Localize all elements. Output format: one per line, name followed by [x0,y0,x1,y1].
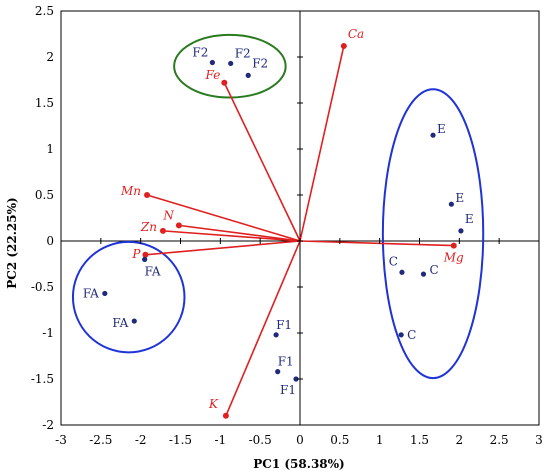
score-point [131,318,137,324]
y-tick-label: 2 [46,50,54,64]
loading-label: Mn [120,184,141,198]
score-label: F2 [192,46,208,60]
x-tick-label: 0.5 [330,433,349,447]
loading-endpoint [450,242,457,249]
x-axis-title: PC1 (58.38%) [253,457,344,471]
x-tick-label: -1.5 [169,433,192,447]
loading-vector [145,240,301,256]
loading-endpoint [175,222,182,229]
score-point [398,332,404,338]
group-ellipse [173,33,287,99]
score-point [293,376,299,382]
score-label: E [455,191,464,205]
score-label: F1 [278,355,294,369]
score-point [399,269,405,275]
loading-vector [299,45,345,242]
x-tick-label: 2 [456,433,464,447]
score-point [273,332,279,338]
loading-endpoint [142,251,149,258]
x-tick-label: 1.5 [410,433,429,447]
loading-vector [223,82,301,242]
y-tick-label: 0.5 [35,188,54,202]
x-tick-label: -2.5 [89,433,112,447]
score-point [102,290,108,297]
score-label: F1 [276,318,292,332]
score-label: E [437,122,446,136]
loading-endpoint [144,192,151,198]
score-label: C [389,254,398,268]
loading-label: Mg [443,251,464,265]
y-tick-label: -0.5 [31,280,54,294]
x-tick-label: 1 [376,433,384,447]
y-tick-label: -2 [42,418,54,432]
loading-vector [299,240,454,247]
x-tick-label: -1 [214,433,226,447]
loading-vector [162,230,301,242]
loading-endpoint [222,412,229,419]
loading-endpoint [221,79,228,86]
loading-label: N [162,208,174,222]
score-point [209,59,215,66]
score-label: C [429,263,438,277]
loading-label: Ca [348,27,364,41]
score-label: F2 [235,46,251,60]
score-label: FA [83,286,99,300]
group-ellipse [71,240,186,354]
loading-vector [146,194,301,242]
x-tick-label: 2.5 [490,433,509,447]
score-point [430,132,436,138]
loading-label: K [208,397,219,411]
loading-endpoint [340,42,347,49]
score-label: FA [112,316,128,330]
score-label: C [407,328,416,342]
x-tick-label: -0.5 [249,433,272,447]
score-label: E [465,212,474,226]
score-point [275,369,281,375]
score-label: F2 [252,56,268,70]
loading-label: Fe [205,68,221,82]
score-point [448,201,454,207]
score-point [458,228,464,234]
y-tick-label: 1 [46,142,54,156]
x-tick-label: -2 [135,433,147,447]
score-point [228,60,234,67]
loading-vector [225,240,301,417]
score-point [142,256,148,262]
y-tick-label: 1.5 [35,96,54,110]
x-tick-label: -3 [55,433,67,447]
y-tick-label: -1.5 [31,372,54,386]
y-tick-label: 2.5 [35,4,54,18]
score-label: FA [145,264,161,278]
score-point [420,271,427,277]
x-tick-label: 3 [535,433,543,447]
score-label: F1 [280,383,296,397]
y-tick-label: -1 [42,326,54,340]
loading-endpoint [159,227,166,234]
x-tick-label: 0 [296,433,304,447]
score-point [245,72,251,78]
group-ellipse [381,88,485,380]
loading-vector [178,224,301,242]
loading-label: Zn [140,220,157,234]
loading-label: P [131,247,141,261]
y-axis-title: PC2 (22.25%) [5,197,19,288]
y-tick-label: 0 [46,234,54,248]
